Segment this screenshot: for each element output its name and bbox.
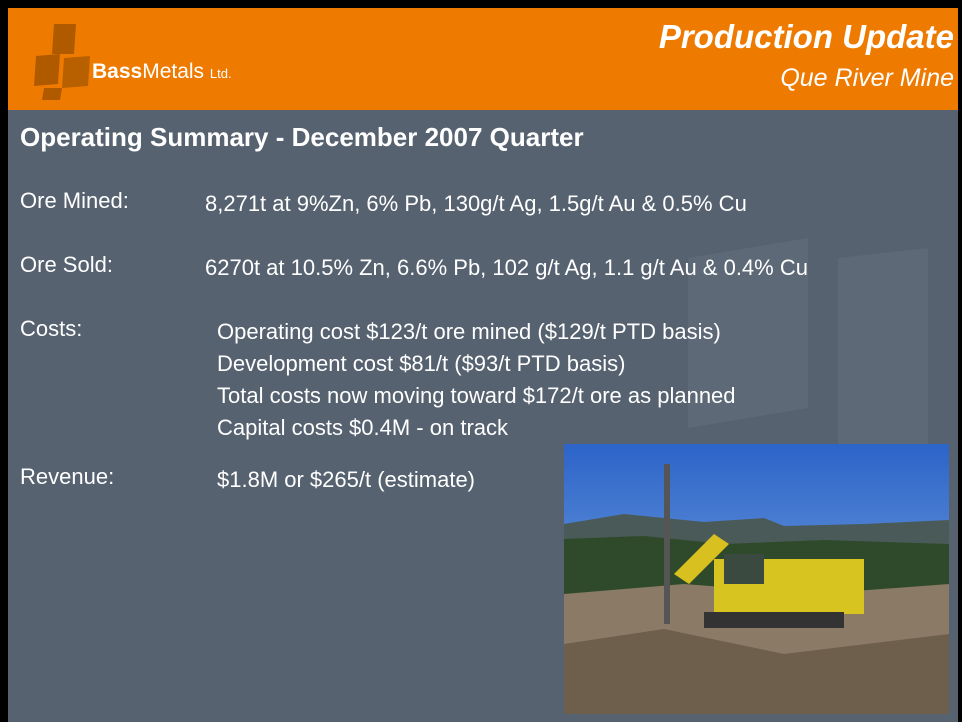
row-line: $1.8M or $265/t (estimate) [217,464,475,496]
row-line: 8,271t at 9%Zn, 6% Pb, 130g/t Ag, 1.5g/t… [205,188,747,220]
row-line: Development cost $81/t ($93/t PTD basis) [217,348,736,380]
row-line: Capital costs $0.4M - on track [217,412,736,444]
row-values: 8,271t at 9%Zn, 6% Pb, 130g/t Ag, 1.5g/t… [205,188,747,220]
page: BassMetals Ltd. Production Update Que Ri… [0,0,962,722]
row-values: Operating cost $123/t ore mined ($129/t … [217,316,736,444]
row-line: Operating cost $123/t ore mined ($129/t … [217,316,736,348]
header-bar: BassMetals Ltd. Production Update Que Ri… [8,8,958,110]
row-values: 6270t at 10.5% Zn, 6.6% Pb, 102 g/t Ag, … [205,252,808,284]
row-label: Ore Sold: [20,252,113,278]
heading: Operating Summary - December 2007 Quarte… [20,122,584,153]
row-label: Ore Mined: [20,188,129,214]
row-label: Revenue: [20,464,114,490]
row-values: $1.8M or $265/t (estimate) [217,464,475,496]
logo-light: Metals [142,60,204,83]
subtitle: Que River Mine [780,64,954,93]
photo [564,444,949,714]
row-line: 6270t at 10.5% Zn, 6.6% Pb, 102 g/t Ag, … [205,252,808,284]
logo-mark [32,24,92,100]
title: Production Update [659,18,954,56]
slide: BassMetals Ltd. Production Update Que Ri… [8,8,958,722]
logo-suffix: Ltd. [210,66,232,81]
logo-text: BassMetals Ltd. [92,60,232,84]
row-label: Costs: [20,316,82,342]
logo-bold: Bass [92,60,142,83]
row-line: Total costs now moving toward $172/t ore… [217,380,736,412]
